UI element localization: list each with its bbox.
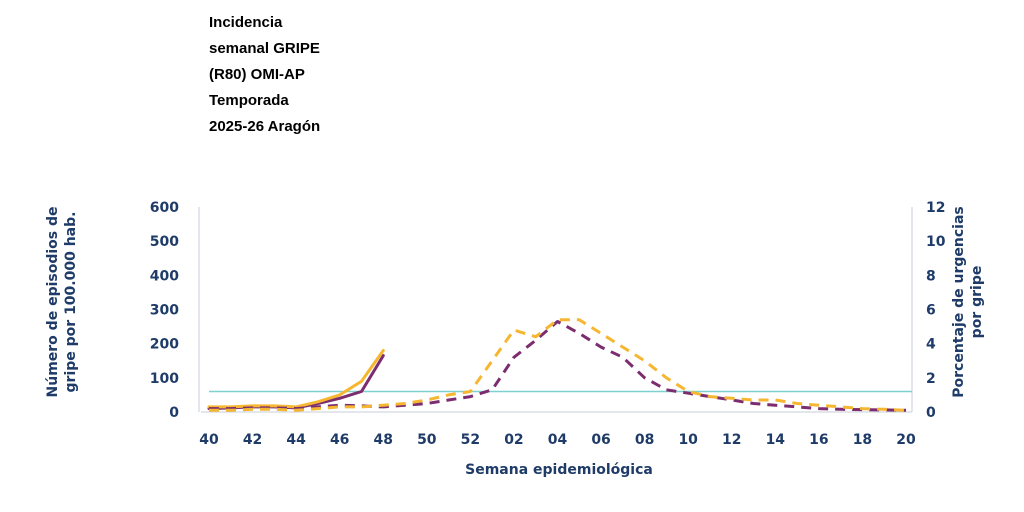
- y-tick-label: 0: [169, 405, 179, 421]
- y2-tick-label: 10: [926, 234, 946, 250]
- x-tick-label: 20: [896, 432, 916, 448]
- y2-tick-label: 2: [926, 371, 936, 387]
- x-tick-label: 52: [461, 432, 480, 448]
- x-tick-label: 46: [330, 432, 349, 448]
- y-tick-label: 100: [150, 371, 179, 387]
- x-tick-label: 02: [504, 432, 523, 448]
- y-tick-label: 300: [150, 303, 179, 319]
- y2-axis-label: Porcentaje de urgencias por gripe: [951, 206, 985, 397]
- x-tick-label: 40: [199, 432, 219, 448]
- y-axis-label: Número de episodios de gripe por 100.000 …: [45, 207, 79, 398]
- y-tick-label: 500: [150, 234, 179, 250]
- y-tick-label: 400: [150, 268, 179, 284]
- x-tick-label: 42: [243, 432, 262, 448]
- chart-title: Incidencia semanal GRIPE (R80) OMI-AP Te…: [209, 14, 321, 135]
- x-tick-label: 44: [286, 432, 306, 448]
- y2-tick-label: 0: [926, 405, 936, 421]
- dashed-series-line: [209, 318, 907, 412]
- solid-series-line: [207, 354, 385, 411]
- y2-tick-label: 8: [926, 268, 936, 284]
- x-tick-label: 14: [766, 432, 786, 448]
- x-tick-label: 10: [678, 432, 698, 448]
- x-axis: 40 42 44 46 48 50 52 02 04 06 08 10 12 14 16 18 20: [199, 432, 916, 448]
- x-tick-label: 12: [722, 432, 741, 448]
- dashed-series-line: [209, 320, 907, 412]
- x-tick-label: 16: [809, 432, 828, 448]
- y-axis-right: 0 2 4 6 8 10 12: [926, 200, 946, 421]
- x-tick-label: 06: [591, 432, 610, 448]
- y2-tick-label: 12: [926, 200, 945, 216]
- y2-tick-label: 6: [926, 303, 936, 319]
- x-tick-label: 04: [548, 432, 568, 448]
- x-tick-label: 18: [853, 432, 872, 448]
- y-tick-label: 600: [150, 200, 179, 216]
- x-tick-label: 48: [374, 432, 393, 448]
- series-group: [207, 318, 907, 412]
- plot-area: [198, 207, 913, 413]
- x-tick-label: 08: [635, 432, 654, 448]
- x-axis-label: Semana epidemiológica: [465, 462, 653, 478]
- y2-tick-label: 4: [926, 337, 936, 353]
- solid-series-line: [207, 349, 385, 409]
- x-tick-label: 50: [417, 432, 437, 448]
- y-tick-label: 200: [150, 337, 179, 353]
- y-axis-left: 0 100 200 300 400 500 600: [150, 200, 179, 421]
